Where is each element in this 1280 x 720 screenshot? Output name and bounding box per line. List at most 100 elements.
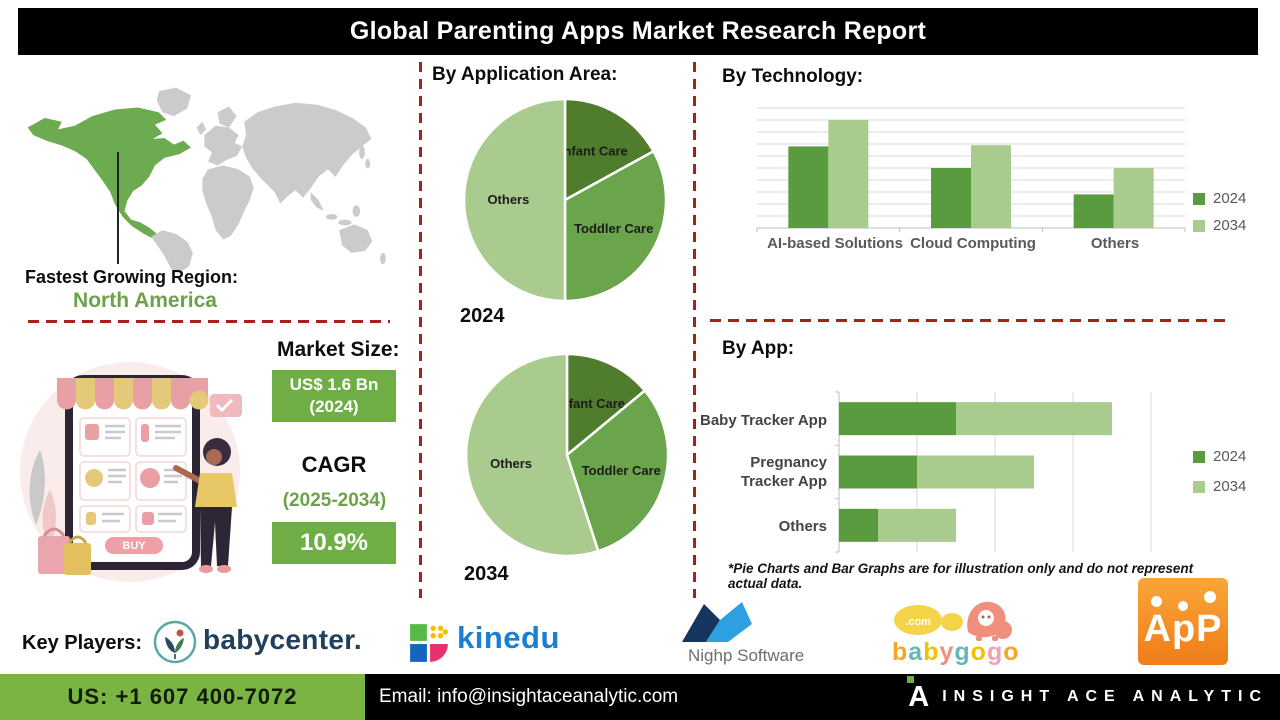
- map-japan: [365, 158, 371, 169]
- babygogo-letter: o: [1003, 638, 1020, 666]
- babycenter-logo-text: babycenter.: [203, 624, 362, 655]
- app-legend-2024: 2024: [1193, 448, 1246, 465]
- app-category-baby-tracker: Baby Tracker App: [700, 412, 827, 429]
- bar-2024-cloud-computing: [931, 168, 971, 228]
- divider-vertical-right: [693, 62, 696, 598]
- app-logo-dot: [1204, 591, 1216, 603]
- legend-label-2024: 2024: [1213, 190, 1247, 207]
- report-title: Global Parenting Apps Market Research Re…: [349, 17, 927, 45]
- pie-slice-toddler-care: [563, 149, 668, 303]
- tech-category-ai: AI-based Solutions: [767, 235, 903, 252]
- map-asia: [242, 102, 372, 204]
- bar-2034-pregnancy-tracker-app: [917, 455, 1034, 489]
- divider-right: [710, 319, 1230, 322]
- divider-vertical-left: [419, 62, 422, 598]
- legend-swatch-2034: [1193, 219, 1205, 232]
- nighp-logo-text: Nighp Software: [688, 646, 805, 665]
- bar-2024-ai-based-solutions: [788, 146, 829, 228]
- app-category-others: Others: [778, 518, 827, 535]
- pie-slice-infant-care: [565, 352, 647, 458]
- tech-category-others: Others: [1090, 235, 1140, 252]
- cagr-label: CAGR: [301, 452, 367, 477]
- market-size-box: US$ 1.6 Bn (2024): [272, 370, 396, 422]
- region-heading: Fastest Growing Region:: [25, 267, 239, 287]
- map-island: [338, 219, 352, 226]
- pie-slice-others: [464, 352, 600, 558]
- legend-label-2034: 2034: [1213, 217, 1247, 234]
- legend-swatch-2024: [1193, 192, 1205, 205]
- section-title-technology: By Technology:: [722, 66, 864, 87]
- divider-left: [28, 320, 390, 323]
- bar-2024-pregnancy-tracker-app: [839, 455, 917, 489]
- legend-label-2024: 2024: [1213, 448, 1247, 465]
- legend-label-2034: 2034: [1213, 478, 1247, 495]
- pie-slice-toddler-care: [565, 388, 670, 553]
- map-greenland: [156, 87, 191, 117]
- buy-button-label: BUY: [122, 540, 146, 552]
- babycenter-logo-icon: [153, 620, 197, 664]
- insight-ace-logo-icon: A: [907, 675, 929, 712]
- pie-chart-2024: Infant Care Toddler Care Others: [462, 97, 668, 303]
- babygogo-logo-icon: .com: [894, 601, 1012, 641]
- pie-year-2034: 2034: [464, 563, 509, 585]
- app-logo-dot: [1151, 596, 1162, 607]
- babygogo-com-label: .com: [905, 616, 931, 628]
- pie-year-2024: 2024: [460, 305, 505, 327]
- babygogo-logo-text: babygogo: [892, 638, 1020, 667]
- app-logo: ApP: [1138, 578, 1228, 665]
- check-icon: [215, 398, 234, 413]
- map-scandinavia: [217, 106, 237, 128]
- footer-phone-panel: US: +1 607 400-7072: [0, 674, 365, 720]
- kinedu-logo-text: kinedu: [457, 620, 560, 655]
- bar-2034-others: [878, 508, 956, 542]
- shopping-app-illustration: BUY: [20, 362, 242, 582]
- kinedu-logo-icon: [410, 624, 449, 662]
- person-figure: [173, 438, 237, 573]
- bar-2024-others: [1073, 194, 1114, 228]
- legend-swatch-2034: [1193, 480, 1205, 493]
- app-legend-2034: 2034: [1193, 478, 1246, 495]
- babygogo-letter: g: [954, 638, 971, 666]
- footer-phone: US: +1 607 400-7072: [67, 684, 298, 709]
- pie-slice-label: Others: [490, 456, 532, 471]
- world-map: [27, 87, 386, 270]
- map-europe: [204, 125, 243, 166]
- market-size-heading: Market Size:: [277, 338, 400, 361]
- pie-slice-label: Others: [487, 192, 529, 207]
- map-se-asia: [310, 192, 324, 212]
- bar-2034-baby-tracker-app: [956, 402, 1112, 436]
- section-title-application-area: By Application Area:: [432, 64, 618, 85]
- babygogo-letter: a: [908, 638, 924, 666]
- region-value: North America: [73, 289, 217, 312]
- bar-2034-others: [1113, 168, 1154, 228]
- market-size-year: (2024): [309, 397, 359, 416]
- brand-lockup: A INSIGHT ACE ANALYTIC: [907, 674, 1268, 720]
- product-cards: [79, 417, 187, 533]
- nighp-logo-icon: [682, 602, 752, 642]
- shopping-bags: [38, 527, 91, 575]
- map-new-zealand: [380, 252, 386, 265]
- market-size-value: US$ 1.6 Bn: [289, 375, 379, 394]
- app-category-pregnancy-tracker: Pregnancy Tracker App: [740, 454, 827, 490]
- babygogo-letter: b: [923, 638, 940, 666]
- legend-swatch-2024: [1193, 450, 1205, 463]
- key-players-heading: Key Players:: [22, 632, 143, 654]
- map-uk: [196, 121, 207, 136]
- babygogo-letter: y: [939, 638, 955, 666]
- technology-bar-chart: [756, 107, 1186, 232]
- app-stacked-bar-chart: [835, 391, 1152, 553]
- map-japan: [359, 145, 365, 159]
- babygogo-letter: b: [892, 638, 909, 666]
- title-bar: Global Parenting Apps Market Research Re…: [18, 8, 1258, 55]
- cagr-period: (2025-2034): [282, 490, 387, 511]
- map-north-america-highlight: [27, 107, 191, 239]
- phone-screen: [73, 383, 192, 562]
- map-island: [352, 205, 361, 217]
- pie-slice-label: Toddler Care: [582, 463, 661, 478]
- babygogo-letter: g: [986, 638, 1004, 666]
- footer-contact-panel: Email: info@insightaceanalytic.com A INS…: [365, 674, 1280, 720]
- bar-2034-cloud-computing: [971, 145, 1011, 228]
- tech-legend-2034: 2034: [1193, 217, 1246, 234]
- tech-category-cloud: Cloud Computing: [910, 235, 1036, 252]
